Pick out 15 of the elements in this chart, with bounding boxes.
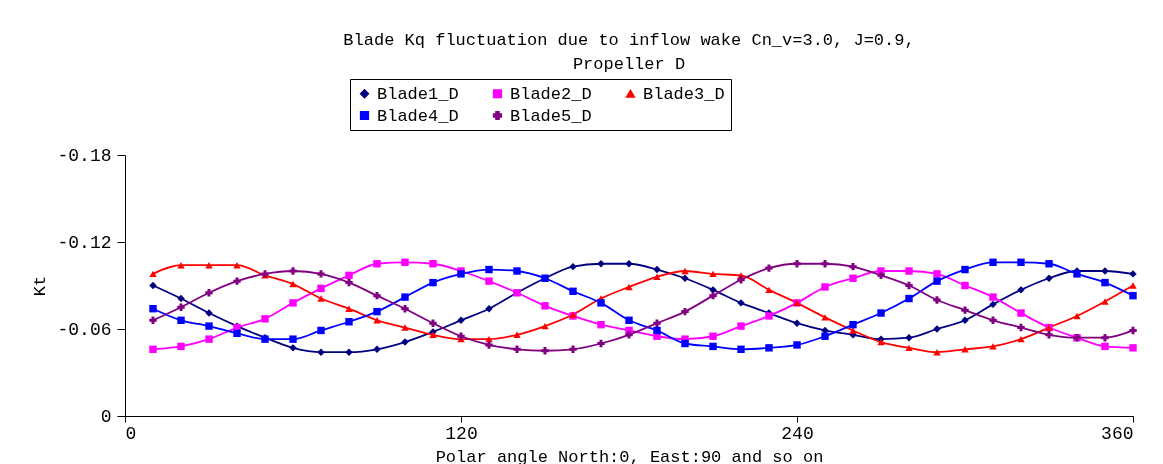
- legend-label: Blade4_D: [377, 106, 459, 126]
- x-tick-label: 0: [125, 423, 137, 444]
- x-tick-label: 120: [445, 423, 478, 444]
- y-tick-label: 0: [100, 406, 112, 427]
- y-tick-label: -0.18: [57, 145, 112, 166]
- y-tick-label: -0.06: [57, 319, 112, 340]
- y-tick-label: -0.12: [57, 232, 112, 253]
- x-tick-label: 360: [1101, 423, 1134, 444]
- legend-label: Blade1_D: [377, 84, 459, 104]
- chart-title: Blade Kq fluctuation due to inflow wake Cn_v=3.0, J=0.9, Propeller D: [343, 30, 915, 74]
- legend-label: Blade5_D: [510, 106, 592, 126]
- legend-label: Blade2_D: [510, 84, 592, 104]
- y-axis-title: Kt: [31, 275, 51, 297]
- x-tick-label: 240: [781, 423, 814, 444]
- legend-label: Blade3_D: [643, 84, 725, 104]
